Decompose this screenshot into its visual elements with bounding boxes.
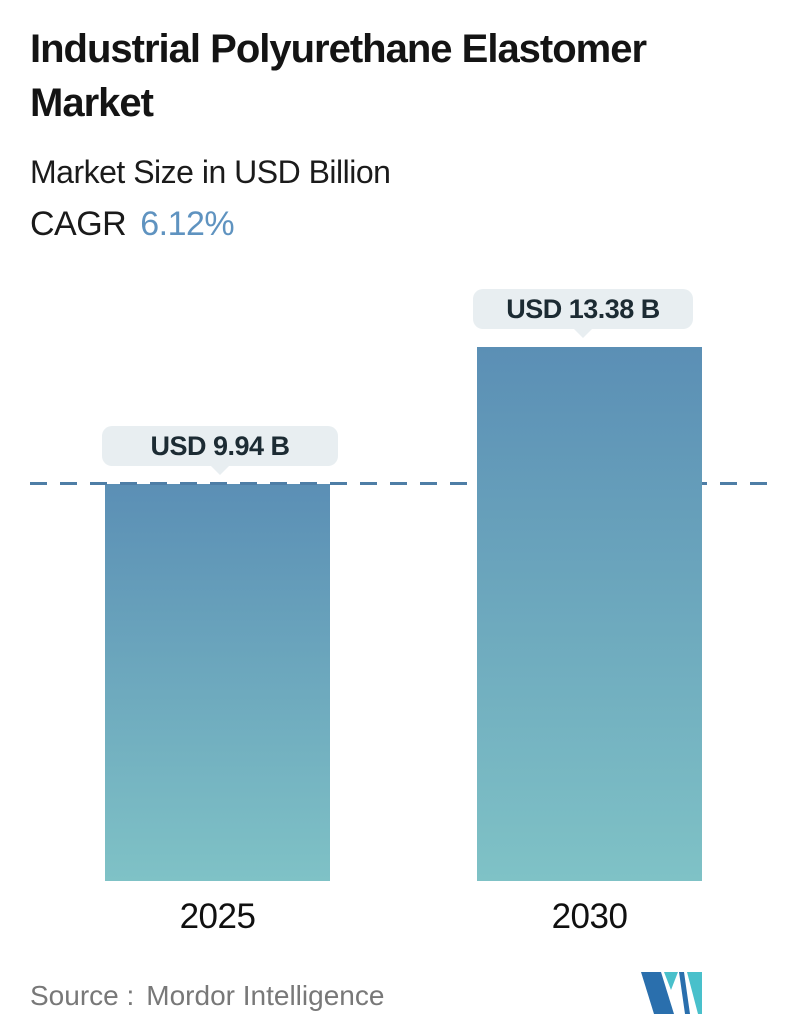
title-line-1: Industrial Polyurethane Elastomer — [30, 27, 647, 71]
source-value: Mordor Intelligence — [146, 980, 385, 1011]
dashed-reference-line — [30, 482, 780, 485]
chart-subtitle: Market Size in USD Billion — [30, 154, 391, 190]
x-axis-label-2030: 2030 — [551, 897, 628, 936]
x-axis-label-2025: 2025 — [179, 897, 256, 936]
cagr-value: 6.12% — [140, 205, 235, 243]
source-label: Source : — [30, 980, 135, 1011]
title-line-2: Market — [30, 81, 154, 125]
value-callout-2025: USD 9.94 B — [102, 426, 338, 475]
cagr-row: CAGR 6.12% — [30, 205, 646, 244]
cagr-label: CAGR — [30, 205, 127, 243]
mordor-intelligence-logo-icon — [641, 972, 702, 1014]
chart-footer: Source : Mordor Intelligence — [0, 962, 796, 1022]
page-title: Industrial Polyurethane Elastomer Market — [30, 22, 647, 130]
source-attribution: Source : Mordor Intelligence — [30, 980, 384, 1012]
bar-2030 — [477, 347, 702, 881]
value-callout-2030: USD 13.38 B — [473, 289, 693, 338]
bar-2025 — [105, 484, 330, 881]
chart-header: Industrial Polyurethane Elastomer Market… — [30, 22, 647, 244]
